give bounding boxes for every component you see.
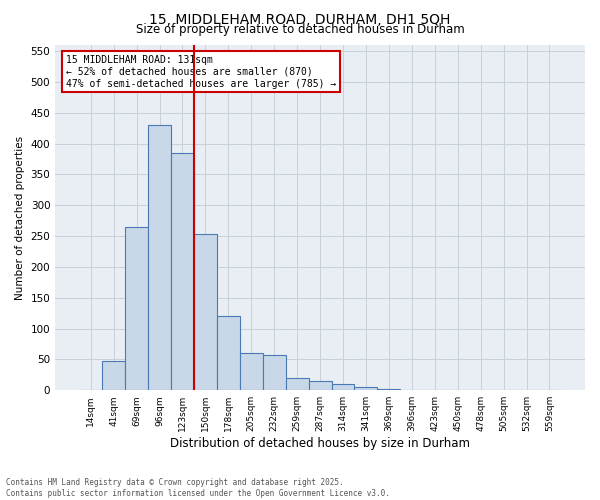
Bar bbox=[377, 389, 400, 390]
Bar bbox=[355, 387, 377, 390]
Bar bbox=[194, 234, 217, 390]
Bar bbox=[217, 316, 240, 390]
Bar bbox=[148, 125, 171, 390]
Bar bbox=[125, 227, 148, 390]
Bar bbox=[171, 153, 194, 390]
Text: Contains HM Land Registry data © Crown copyright and database right 2025.
Contai: Contains HM Land Registry data © Crown c… bbox=[6, 478, 390, 498]
Text: 15 MIDDLEHAM ROAD: 131sqm
← 52% of detached houses are smaller (870)
47% of semi: 15 MIDDLEHAM ROAD: 131sqm ← 52% of detac… bbox=[66, 56, 336, 88]
Bar bbox=[332, 384, 355, 390]
Bar bbox=[102, 361, 125, 390]
Text: Size of property relative to detached houses in Durham: Size of property relative to detached ho… bbox=[136, 22, 464, 36]
X-axis label: Distribution of detached houses by size in Durham: Distribution of detached houses by size … bbox=[170, 437, 470, 450]
Bar bbox=[263, 355, 286, 390]
Bar bbox=[286, 378, 308, 390]
Bar bbox=[240, 353, 263, 390]
Y-axis label: Number of detached properties: Number of detached properties bbox=[15, 136, 25, 300]
Text: 15, MIDDLEHAM ROAD, DURHAM, DH1 5QH: 15, MIDDLEHAM ROAD, DURHAM, DH1 5QH bbox=[149, 12, 451, 26]
Bar bbox=[308, 381, 332, 390]
